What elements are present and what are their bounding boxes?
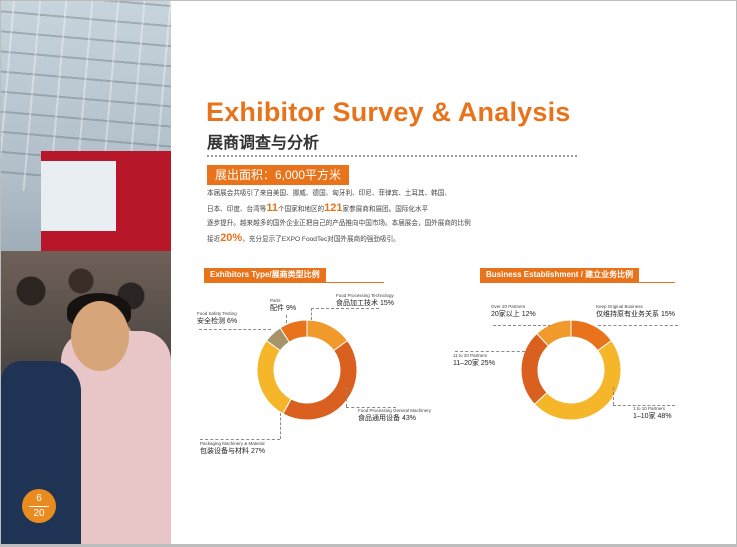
donut-slice-11-to-20-partners bbox=[520, 332, 550, 405]
label-cn: 仅维持原有业务关系 bbox=[596, 311, 659, 318]
business-establishment-heading: Business Establishment / 建立业务比例 bbox=[480, 268, 640, 282]
intro-highlight-exhibitors: 121 bbox=[324, 202, 343, 214]
leader-line bbox=[346, 407, 396, 408]
label-en: Parts bbox=[270, 298, 281, 303]
label-en: 11 to 20 Partners bbox=[453, 353, 488, 358]
intro-text: 个国家和地区的 bbox=[277, 206, 325, 213]
label-en: Food Safety Testing bbox=[197, 311, 237, 316]
page-number-badge: 6 20 bbox=[22, 489, 56, 523]
label-en: Keep Original Business bbox=[596, 304, 643, 309]
page-title: Exhibitor Survey & Analysis bbox=[206, 97, 571, 127]
label-en: Food Processing General Machinery bbox=[358, 408, 432, 413]
exhibitors-type-rule bbox=[204, 282, 384, 283]
leader-line bbox=[280, 413, 281, 439]
label-cn-pct: 1–10家 48% bbox=[633, 412, 672, 421]
page-subtitle: 展商调查与分析 bbox=[207, 135, 320, 152]
label-pct: 48% bbox=[657, 413, 672, 420]
dotted-divider bbox=[207, 155, 577, 157]
intro-text: 家参展商和展团。国际化水平 bbox=[342, 206, 429, 213]
label-food-processing-general-machinery: Food Processing General Machinery 食品通用设备… bbox=[358, 408, 431, 423]
donut-slice-parts bbox=[279, 319, 308, 343]
label-keep-original-business: Keep Original Business 仅维持原有业务关系 15% bbox=[596, 304, 675, 319]
intro-highlight-countries: 11 bbox=[266, 202, 278, 214]
label-cn-pct: 配件 9% bbox=[270, 304, 296, 313]
label-cn: 食品加工技术 bbox=[336, 300, 378, 307]
exhibition-area-badge: 展出面积：6,000平方米 bbox=[207, 165, 350, 185]
label-cn-pct: 11–20家 25% bbox=[453, 359, 495, 368]
donut-slice-packaging-machinery-material bbox=[256, 339, 292, 415]
page-number-divider bbox=[29, 506, 49, 507]
label-11-to-20-partners: 11 to 20 Partners 11–20家 25% bbox=[453, 353, 495, 368]
label-pct: 15% bbox=[379, 300, 394, 307]
leader-line bbox=[598, 325, 678, 326]
leader-line bbox=[311, 308, 312, 320]
label-en: Over 20 Partners bbox=[491, 304, 526, 309]
leader-line bbox=[199, 329, 271, 330]
label-cn: 食品通用设备 bbox=[358, 415, 400, 422]
page-number-top: 6 bbox=[36, 493, 42, 504]
label-over-20-partners: Over 20 Partners 20家以上 12% bbox=[491, 304, 536, 319]
label-1-to-10-partners: 1 to 10 Partners 1–10家 48% bbox=[633, 406, 672, 421]
business-establishment-rule bbox=[480, 282, 675, 283]
label-cn-pct: 安全检测 6% bbox=[197, 317, 237, 326]
leader-line bbox=[455, 351, 525, 352]
label-packaging-machinery: Packaging Machinery & Material 包装设备与材料 2… bbox=[200, 441, 265, 456]
label-food-safety-testing: Food Safety Testing 安全检测 6% bbox=[197, 311, 237, 326]
page-number-bottom: 20 bbox=[33, 508, 45, 519]
white-booth-sign bbox=[41, 161, 116, 231]
label-cn-pct: 仅维持原有业务关系 15% bbox=[596, 310, 675, 319]
page-edge bbox=[1, 544, 736, 546]
leader-line bbox=[311, 308, 379, 309]
intro-text: 接近 bbox=[207, 236, 221, 243]
label-cn-pct: 食品加工技术 15% bbox=[336, 299, 394, 308]
label-cn: 11–20家 bbox=[453, 360, 479, 367]
donut-slice-over-20-partners bbox=[536, 319, 572, 347]
intro-line-1: 本届展会共吸引了来自美国、挪威、德国、匈牙利、印尼、菲律宾、土耳其、韩国、 bbox=[207, 190, 451, 197]
label-cn-pct: 食品通用设备 43% bbox=[358, 414, 431, 423]
label-pct: 27% bbox=[250, 448, 265, 455]
label-pct: 43% bbox=[401, 415, 416, 422]
leader-line bbox=[613, 387, 614, 405]
leader-line bbox=[493, 325, 551, 326]
leader-line bbox=[346, 387, 347, 407]
leader-line bbox=[613, 405, 675, 406]
intro-paragraph: 本届展会共吸引了来自美国、挪威、德国、匈牙利、印尼、菲律宾、土耳其、韩国、 日本… bbox=[207, 187, 507, 247]
label-en: Packaging Machinery & Material bbox=[200, 441, 265, 446]
intro-line-2: 日本、印度、台湾等11个国家和地区的121家参展商和展团。国际化水平 bbox=[207, 201, 507, 217]
label-cn-pct: 20家以上 12% bbox=[491, 310, 536, 319]
intro-text: 日本、印度、台湾等 bbox=[207, 206, 267, 213]
label-parts: Parts 配件 9% bbox=[270, 298, 296, 313]
exhibitors-type-donut bbox=[256, 319, 358, 421]
intro-line-4: 接近20%，充分显示了EXPO FoodTec对国外展商的强劲吸引。 bbox=[207, 231, 507, 247]
label-pct: 6% bbox=[226, 318, 238, 325]
label-cn: 包装设备与材料 bbox=[200, 448, 249, 455]
leader-line bbox=[286, 315, 287, 323]
label-pct: 15% bbox=[660, 311, 675, 318]
label-cn: 配件 bbox=[270, 305, 284, 312]
label-en: 1 to 10 Partners bbox=[633, 406, 666, 411]
intro-line-3: 逐步提升。越来越多的国外企业正把自己的产品推向中国市场。本届展会，国外展商的比例 bbox=[207, 220, 471, 227]
exhibitors-type-heading: Exhibitors Type/展商类型比例 bbox=[204, 268, 326, 282]
intro-text: ，充分显示了EXPO FoodTec对国外展商的强劲吸引。 bbox=[242, 236, 400, 243]
label-cn-pct: 包装设备与材料 27% bbox=[200, 447, 265, 456]
donut-slice-food-processing-general-machinery bbox=[282, 339, 358, 421]
label-pct: 9% bbox=[285, 305, 297, 312]
label-cn: 安全检测 bbox=[197, 318, 225, 325]
label-en: Food Processing Technology bbox=[336, 293, 394, 298]
label-cn: 20家以上 bbox=[491, 311, 520, 318]
business-establishment-donut bbox=[520, 319, 622, 421]
visitor-head bbox=[71, 301, 129, 371]
label-cn: 1–10家 bbox=[633, 413, 656, 420]
label-pct: 25% bbox=[480, 360, 495, 367]
label-pct: 12% bbox=[521, 311, 536, 318]
label-food-processing-technology: Food Processing Technology 食品加工技术 15% bbox=[336, 293, 394, 308]
donut-slice-1-to-10-partners bbox=[533, 339, 622, 421]
exhibition-photo bbox=[1, 1, 171, 546]
leader-line bbox=[200, 439, 280, 440]
intro-highlight-percent: 20% bbox=[220, 232, 243, 244]
